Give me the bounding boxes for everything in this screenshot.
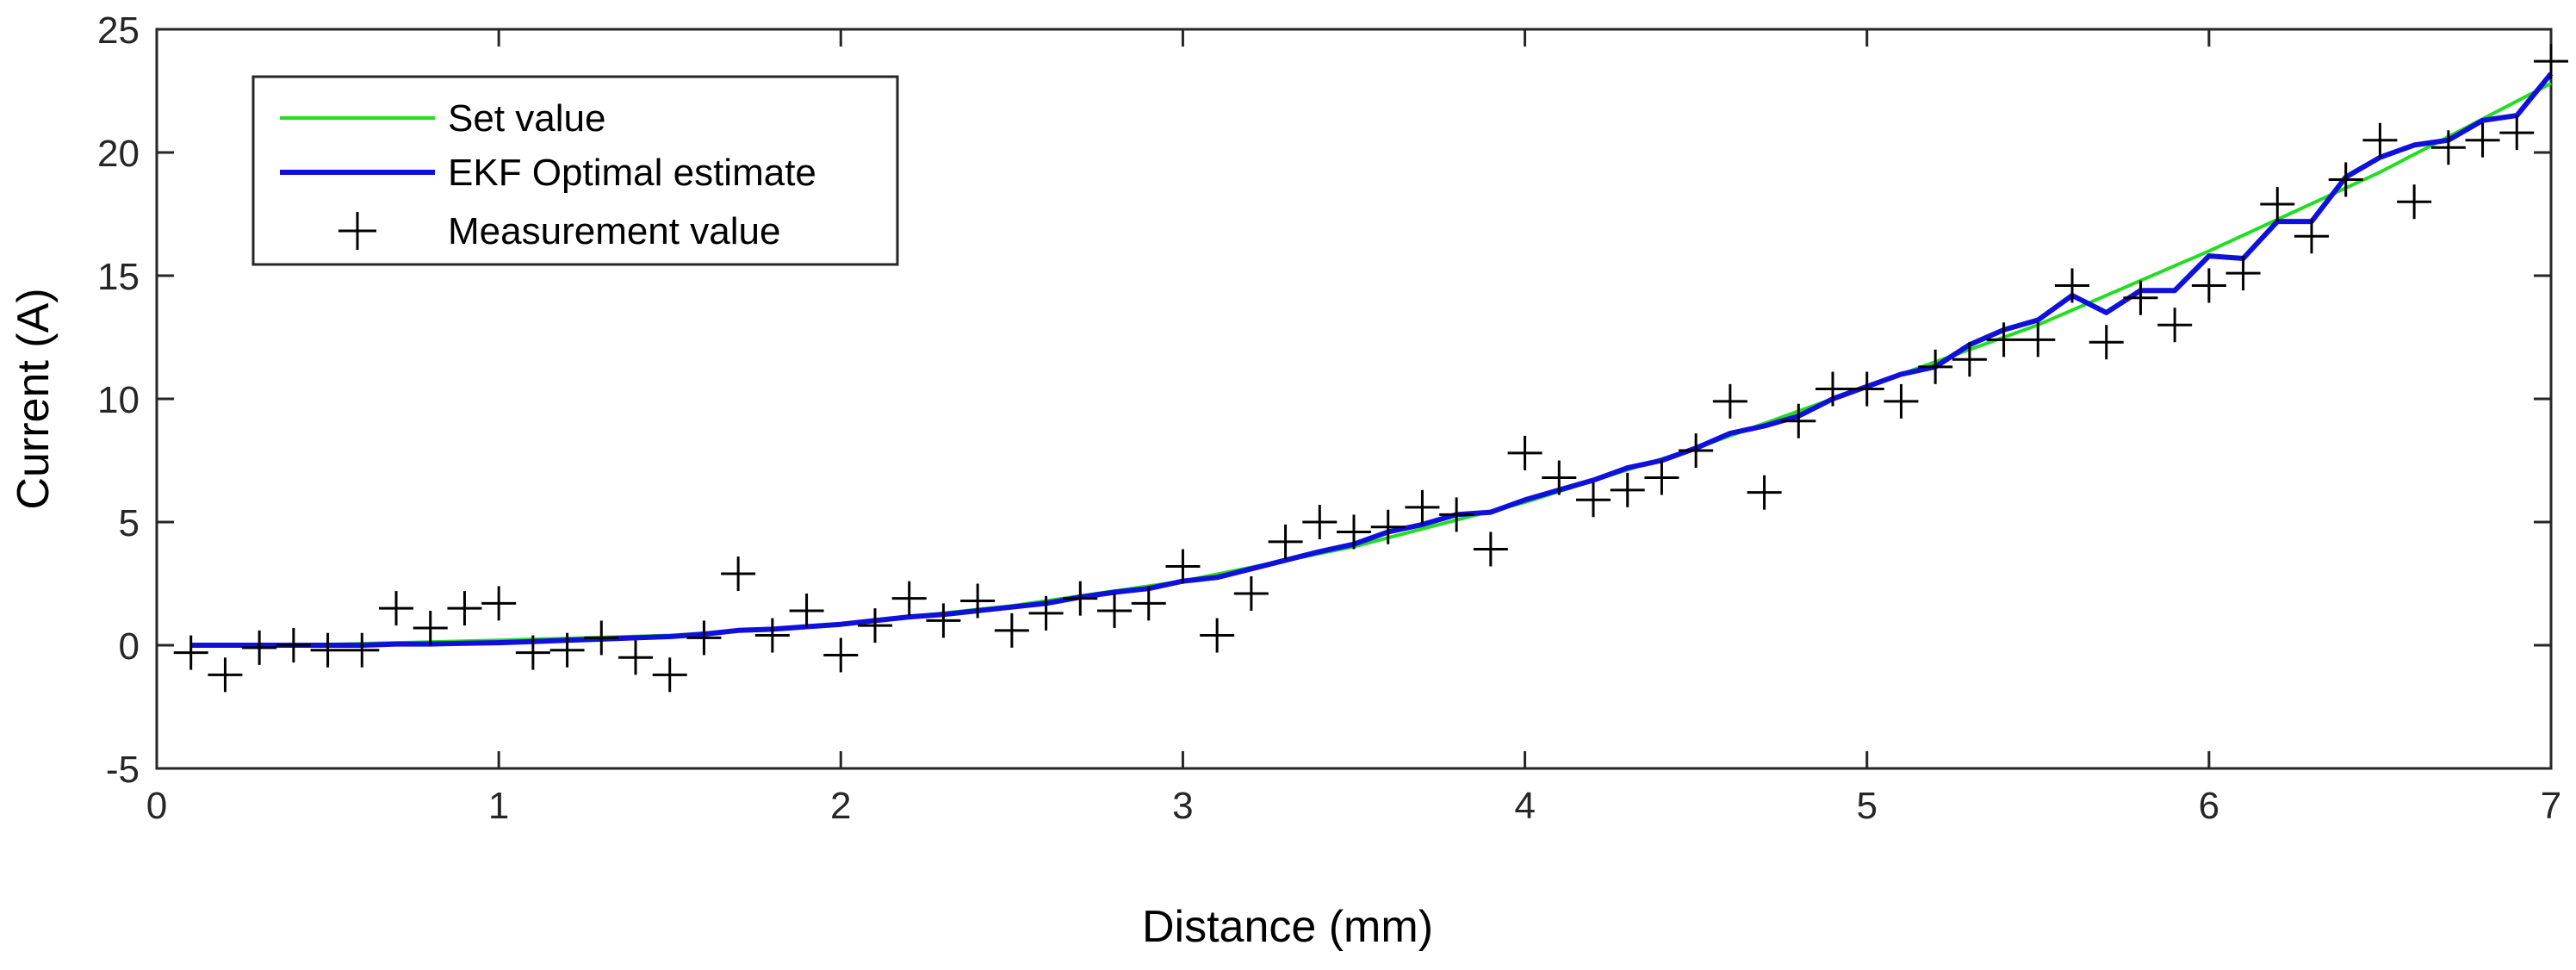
measurement-point — [1200, 618, 1235, 653]
measurement-point — [447, 591, 482, 626]
measurement-point — [960, 583, 996, 619]
measurement-point — [310, 632, 345, 668]
measurement-point — [2534, 44, 2568, 79]
y-tick-label: 5 — [119, 502, 140, 544]
measurement-point — [1165, 549, 1201, 584]
x-tick-label: 7 — [2541, 785, 2561, 827]
measurement-point — [1986, 322, 2021, 358]
y-tick-label: 20 — [97, 133, 140, 175]
measurement-point — [2123, 280, 2158, 315]
x-tick-label: 4 — [1514, 785, 1535, 827]
x-tick-label: 2 — [830, 785, 851, 827]
measurement-point — [1576, 482, 1611, 518]
legend-label-set-value: Set value — [448, 97, 605, 140]
legend: Set value EKF Optimal estimate Measureme… — [251, 75, 899, 266]
measurement-point — [1712, 383, 1747, 419]
measurement-point — [926, 603, 961, 638]
y-tick-label: 10 — [97, 379, 140, 421]
measurement-point — [2191, 268, 2226, 303]
measurement-point — [858, 608, 892, 644]
y-tick-label: 15 — [97, 256, 140, 298]
x-tick-label: 5 — [1856, 785, 1877, 827]
measurement-point — [686, 620, 722, 656]
measurement-point — [1302, 505, 1338, 539]
measurement-point — [1405, 489, 1440, 525]
measurement-point — [2260, 187, 2295, 222]
x-tick-label: 6 — [2199, 785, 2219, 827]
measurement-point — [1542, 460, 1577, 495]
measurement-point — [1679, 433, 1714, 469]
x-tick-label: 1 — [488, 785, 509, 827]
measurement-point — [1884, 383, 1919, 419]
measurement-point — [173, 635, 208, 670]
measurement-point — [208, 657, 243, 693]
x-axis-title: Distance (mm) — [1142, 902, 1433, 952]
measurement-point — [584, 620, 619, 656]
measurement-point — [1063, 581, 1098, 616]
measurement-point — [481, 586, 517, 621]
measurement-point — [1233, 575, 1269, 611]
measurement-point — [2430, 130, 2466, 165]
measurement-point — [754, 618, 790, 653]
measurement-point — [1473, 532, 1508, 567]
measurement-point — [2020, 322, 2056, 358]
measurement-point — [1507, 435, 1542, 470]
y-tick-label: 25 — [97, 9, 140, 52]
measurement-point — [2225, 256, 2261, 291]
measurement-point — [1131, 586, 1166, 621]
measurement-point — [549, 632, 585, 668]
measurement-point — [345, 632, 380, 668]
x-tick-label: 3 — [1172, 785, 1193, 827]
measurement-point — [1849, 371, 1884, 407]
measurement-point — [1816, 371, 1850, 407]
legend-label-measurement: Measurement value — [448, 210, 780, 252]
measurement-point — [276, 628, 311, 662]
x-tick-label: 0 — [146, 785, 167, 827]
measurement-point — [1370, 509, 1406, 544]
measurement-point — [413, 610, 448, 645]
measurement-point — [1781, 403, 1816, 438]
legend-label-ekf: EKF Optimal estimate — [448, 152, 816, 194]
measurement-point — [1644, 460, 1679, 495]
y-tick-label: -5 — [106, 749, 140, 791]
measurement-point — [652, 657, 687, 693]
measurement-point — [2055, 268, 2089, 303]
measurement-point — [618, 640, 653, 675]
measurement-point — [1747, 475, 1782, 510]
measurement-point — [1439, 497, 1474, 532]
measurement-point — [515, 635, 550, 670]
measurement-point — [2499, 115, 2535, 151]
measurement-point — [1918, 349, 1953, 384]
measurement-point — [2328, 162, 2363, 197]
measurement-point — [2465, 122, 2500, 158]
measurement-point — [994, 612, 1029, 648]
measurement-point — [2294, 219, 2329, 254]
ekf-estimate-line — [190, 72, 2554, 648]
measurement-point — [379, 591, 413, 626]
measurement-point — [1952, 342, 1987, 377]
measurement-point — [1268, 524, 1303, 559]
y-axis-title: Current (A) — [9, 288, 59, 509]
measurement-point — [242, 630, 277, 665]
measurement-point — [891, 581, 927, 616]
measurement-point — [2157, 308, 2193, 343]
measurement-point — [2397, 184, 2432, 220]
measurement-point — [1610, 472, 1645, 507]
measurement-point — [721, 557, 756, 592]
measurement-point — [789, 593, 824, 628]
measurement-point — [1097, 593, 1132, 628]
measurement-point — [1337, 514, 1371, 550]
measurement-point — [1028, 595, 1064, 631]
series-layer — [173, 44, 2568, 693]
measurement-point — [823, 637, 859, 673]
y-tick-label: 0 — [119, 625, 140, 668]
legend-swatch-measurement — [338, 212, 376, 250]
measurement-point — [2089, 325, 2124, 360]
measurement-point — [2362, 122, 2398, 158]
